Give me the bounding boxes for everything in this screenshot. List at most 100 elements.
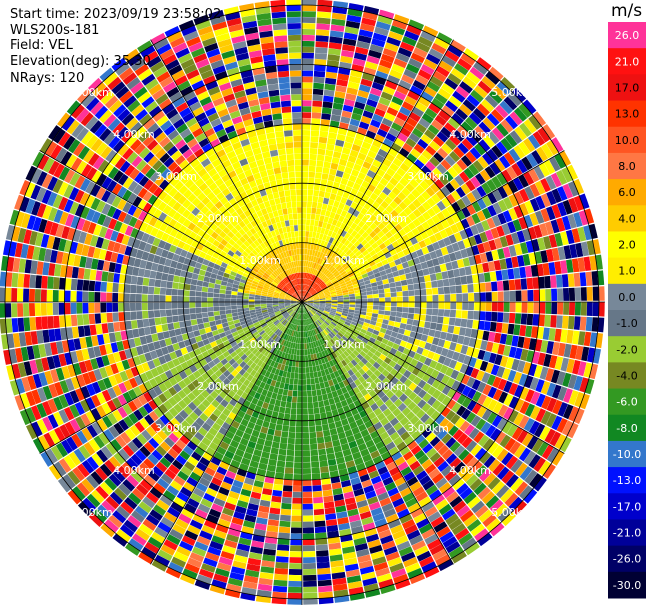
velocity-bin	[514, 243, 523, 256]
velocity-bin	[376, 250, 384, 258]
velocity-bin	[268, 372, 275, 380]
velocity-bin	[194, 431, 205, 442]
velocity-bin	[514, 385, 524, 398]
velocity-bin	[147, 294, 154, 302]
velocity-bin	[394, 205, 403, 215]
velocity-bin	[258, 432, 267, 440]
velocity-bin	[42, 401, 53, 416]
velocity-bin	[284, 327, 289, 334]
velocity-bin	[247, 421, 256, 430]
velocity-bin	[249, 326, 256, 332]
velocity-bin	[340, 327, 347, 334]
velocity-bin	[85, 410, 97, 424]
velocity-bin	[309, 336, 313, 343]
velocity-bin	[302, 5, 317, 12]
velocity-bin	[215, 319, 222, 325]
velocity-bin	[330, 560, 344, 568]
velocity-bin	[163, 539, 178, 551]
velocity-bin	[279, 332, 285, 338]
velocity-bin	[159, 494, 173, 507]
velocity-bin	[290, 297, 297, 301]
velocity-bin	[391, 302, 397, 307]
velocity-bin	[528, 454, 541, 469]
velocity-bin	[118, 350, 127, 361]
velocity-bin	[219, 293, 226, 298]
velocity-bin	[393, 196, 403, 205]
velocity-bin	[112, 302, 119, 312]
velocity-bin	[233, 334, 241, 341]
velocity-bin	[107, 387, 117, 399]
velocity-bin	[142, 518, 157, 531]
velocity-bin	[598, 302, 605, 317]
velocity-bin	[347, 81, 360, 90]
velocity-bin	[319, 303, 326, 306]
velocity-bin	[165, 302, 172, 310]
velocity-bin	[47, 398, 58, 413]
velocity-bin	[595, 333, 603, 349]
velocity-bin	[104, 459, 117, 473]
velocity-bin	[397, 250, 405, 259]
velocity-bin	[320, 466, 329, 473]
velocity-bin	[309, 348, 314, 355]
velocity-bin	[244, 477, 255, 486]
velocity-bin	[455, 85, 470, 99]
velocity-bin	[122, 479, 136, 492]
velocity-bin	[173, 496, 187, 508]
velocity-bin	[391, 96, 404, 106]
velocity-bin	[344, 277, 351, 283]
velocity-bin	[295, 438, 302, 445]
velocity-bin	[77, 267, 85, 279]
velocity-bin	[368, 238, 376, 246]
velocity-bin	[431, 379, 441, 389]
velocity-bin	[518, 174, 529, 188]
velocity-bin	[390, 292, 397, 297]
velocity-bin	[379, 59, 393, 69]
velocity-bin	[293, 480, 302, 486]
velocity-bin	[307, 299, 314, 301]
velocity-bin	[224, 450, 235, 460]
velocity-bin	[187, 401, 197, 411]
velocity-bin	[315, 172, 322, 179]
velocity-bin	[520, 313, 528, 325]
velocity-bin	[551, 188, 562, 203]
velocity-bin	[244, 284, 252, 289]
velocity-bin	[214, 369, 223, 378]
velocity-bin	[554, 356, 564, 370]
velocity-bin	[398, 328, 405, 335]
velocity-bin	[309, 148, 318, 155]
velocity-bin	[482, 152, 494, 165]
velocity-bin	[481, 220, 490, 231]
velocity-bin	[164, 468, 177, 480]
velocity-bin	[302, 135, 310, 142]
velocity-bin	[437, 444, 449, 456]
velocity-bin	[148, 437, 160, 449]
velocity-bin	[354, 543, 368, 552]
velocity-bin	[75, 349, 84, 362]
velocity-bin	[501, 223, 511, 236]
velocity-bin	[25, 198, 36, 214]
velocity-bin	[386, 461, 397, 471]
velocity-bin	[349, 296, 356, 300]
velocity-bin	[378, 331, 385, 338]
velocity-bin	[260, 321, 266, 326]
velocity-bin	[101, 389, 112, 402]
velocity-bin	[219, 441, 230, 450]
velocity-bin	[245, 318, 253, 324]
velocity-bin	[462, 293, 469, 302]
velocity-bin	[225, 430, 235, 440]
velocity-bin	[418, 320, 425, 328]
velocity-bin	[399, 513, 413, 524]
velocity-bin	[552, 342, 560, 356]
velocity-bin	[265, 531, 278, 539]
velocity-bin	[253, 480, 264, 488]
velocity-bin	[308, 237, 312, 244]
velocity-bin	[29, 317, 37, 331]
velocity-bin	[285, 296, 291, 299]
velocity-bin	[473, 234, 483, 245]
velocity-bin	[128, 538, 144, 551]
velocity-bin	[461, 470, 474, 483]
velocity-bin	[350, 254, 357, 261]
velocity-bin	[526, 153, 538, 168]
velocity-bin	[325, 255, 331, 262]
velocity-bin	[279, 442, 288, 450]
